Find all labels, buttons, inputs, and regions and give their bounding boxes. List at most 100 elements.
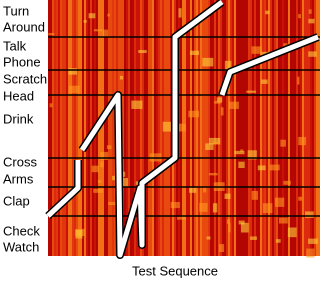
- heatmap-spot: [298, 14, 301, 19]
- row-label: Arms: [3, 171, 34, 186]
- heatmap-spot: [238, 220, 245, 225]
- heatmap-spot: [240, 222, 249, 233]
- heatmap-stripe: [304, 0, 306, 256]
- heatmap-spot: [308, 18, 315, 24]
- row-label: Talk: [3, 38, 27, 53]
- segment-boundaries: [48, 36, 320, 217]
- heatmap-stripe: [202, 0, 204, 256]
- heatmap-stripe: [302, 0, 304, 256]
- heatmap-spot: [238, 161, 245, 169]
- heatmap-stripe: [56, 0, 58, 256]
- heatmap-spot: [199, 202, 208, 212]
- heatmap-spot: [119, 75, 124, 80]
- heatmap-stripe: [106, 0, 108, 256]
- heatmap-spot: [202, 187, 207, 193]
- heatmap-spot: [102, 29, 109, 37]
- heatmap-stripe: [190, 0, 192, 256]
- heatmap-stripe: [276, 0, 278, 256]
- heatmap-stripe: [244, 0, 246, 256]
- heatmap-stripe: [278, 0, 280, 256]
- heatmap-stripe: [144, 0, 146, 256]
- heatmap-stripe: [134, 0, 136, 256]
- heatmap-stripe: [272, 0, 274, 256]
- heatmap-spot: [178, 123, 186, 132]
- heatmap-stripe: [148, 0, 150, 256]
- heatmap-stripe: [288, 0, 290, 256]
- heatmap-stripe: [74, 0, 76, 256]
- heatmap-stripe: [252, 0, 254, 256]
- heatmap-spot: [212, 203, 218, 213]
- heatmap-stripe: [198, 0, 200, 256]
- heatmap-stripe: [126, 0, 128, 256]
- heatmap-stripe: [66, 0, 68, 256]
- heatmap-stripe: [64, 0, 66, 256]
- heatmap-spot: [208, 173, 218, 176]
- heatmap-stripe: [122, 0, 124, 256]
- row-label: Drink: [3, 111, 34, 126]
- heatmap-stripe: [286, 0, 288, 256]
- heatmap-stripe: [200, 0, 202, 256]
- heatmap-stripe: [124, 0, 126, 256]
- heatmap-spot: [224, 193, 231, 199]
- heatmap-spot: [108, 201, 121, 206]
- heatmap-spot: [68, 85, 80, 94]
- heatmap-spot: [280, 139, 286, 147]
- heatmap-stripe: [140, 0, 142, 256]
- heatmap-stripe: [90, 0, 92, 256]
- heatmap-spot: [269, 164, 280, 171]
- heatmap-spot: [265, 10, 270, 15]
- heatmap-spot: [162, 121, 175, 132]
- heatmap-stripe: [82, 0, 84, 256]
- heatmap-stripe: [72, 0, 74, 256]
- heatmap-stripe: [314, 0, 316, 256]
- heatmap-stripe: [112, 0, 114, 256]
- heatmap-stripe: [60, 0, 62, 256]
- heatmap-spot: [122, 178, 129, 187]
- heatmap-stripe: [266, 0, 268, 256]
- heatmap-spot: [188, 110, 200, 118]
- heatmap-stripe: [218, 0, 220, 256]
- heatmap-spot: [274, 197, 285, 207]
- heatmap-stripe: [188, 0, 190, 256]
- heatmap-spot: [228, 223, 231, 233]
- row-label: Check: [3, 223, 40, 238]
- heatmap-stripe: [152, 0, 154, 256]
- heatmap-stripe: [258, 0, 260, 256]
- heatmap-spot: [208, 137, 221, 145]
- heatmap-spot: [91, 165, 99, 173]
- heatmap-stripe: [142, 0, 144, 256]
- heatmap-stripe: [58, 0, 60, 256]
- heatmap-spot: [226, 219, 231, 224]
- heatmap-stripe: [80, 0, 82, 256]
- heatmap-stripe: [298, 0, 300, 256]
- heatmap-stripe: [136, 0, 138, 256]
- heatmap-spot: [278, 217, 288, 224]
- heatmap-stripe: [88, 0, 90, 256]
- heatmap-stripe: [306, 0, 308, 256]
- row-label: Phone: [3, 54, 41, 69]
- heatmap-spot: [224, 60, 232, 71]
- heatmap-stripe: [260, 0, 262, 256]
- row-label: Head: [3, 88, 34, 103]
- heatmap-stripe: [230, 0, 232, 256]
- heatmap-spot: [308, 9, 312, 14]
- heatmap-spot: [220, 107, 224, 116]
- heatmap-spot: [216, 97, 223, 103]
- heatmap-spot: [83, 20, 87, 23]
- heatmap-stripe: [130, 0, 132, 256]
- heatmap-spot: [297, 76, 300, 85]
- heatmap-stripe: [282, 0, 284, 256]
- heatmap-stripe: [270, 0, 272, 256]
- heatmap-stripe: [78, 0, 80, 256]
- heatmap-spot: [213, 141, 220, 145]
- heatmap-stripe: [196, 0, 198, 256]
- heatmap-stripe: [54, 0, 56, 256]
- heatmap-spot: [170, 202, 180, 209]
- heatmap-spot: [88, 13, 96, 19]
- heatmap-spot: [250, 236, 257, 240]
- heatmap-spot: [228, 101, 239, 109]
- heatmap-stripe: [220, 0, 222, 256]
- heatmap-stripe: [128, 0, 130, 256]
